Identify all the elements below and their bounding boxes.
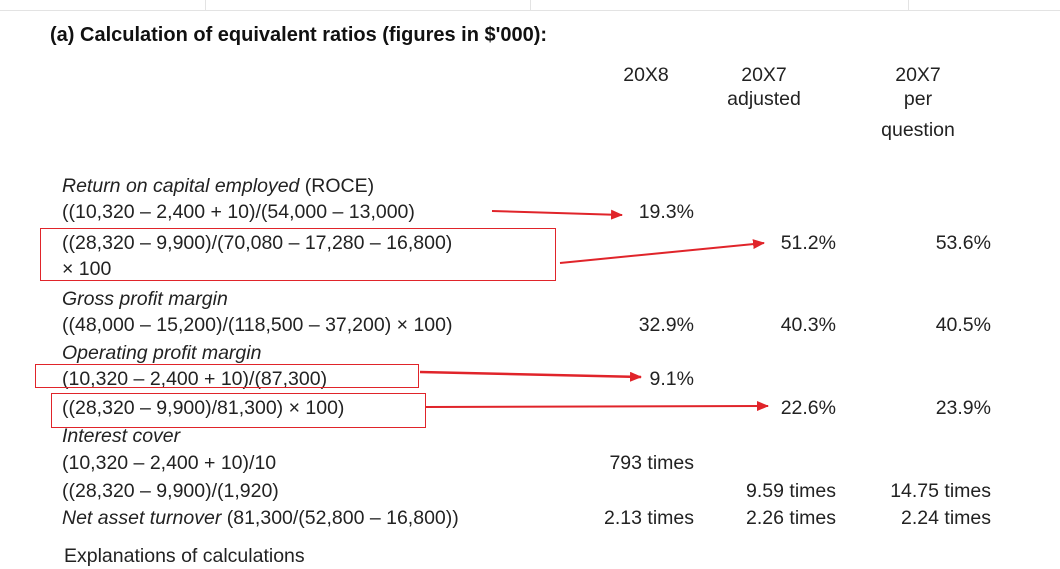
ic-title: Interest cover (62, 425, 181, 447)
gpm-title: Gross profit margin (62, 288, 228, 310)
roce-value-20x7-adjusted: 51.2% (780, 232, 836, 254)
nat-value-20x7-adjusted: 2.26 times (746, 507, 836, 529)
opm-value-20x8: 9.1% (649, 368, 694, 390)
col-header-20x7-question-line1: 20X7 (895, 64, 941, 86)
arrow-roce-20x7 (559, 239, 765, 264)
col-header-20x7-question-line2: per (903, 88, 933, 110)
opm-value-20x7-adjusted: 22.6% (780, 397, 836, 419)
roce-highlight-box (40, 228, 556, 281)
explanations-heading: Explanations of calculations (64, 545, 305, 567)
col-header-20x8: 20X8 (623, 64, 669, 86)
opm-formula-20x7: ((28,320 – 9,900)/81,300) × 100) (62, 397, 345, 419)
roce-title-italic: Return on capital employed (62, 175, 300, 197)
opm-value-20x7-question: 23.9% (935, 397, 991, 419)
roce-value-20x7-question: 53.6% (935, 232, 991, 254)
roce-title-abbrev: (ROCE) (299, 175, 375, 197)
nat-title-italic: Net asset turnover (62, 507, 222, 529)
opm-formula-20x8: (10,320 – 2,400 + 10)/(87,300) (62, 368, 328, 390)
arrow-opm-20x7 (425, 401, 769, 412)
nat-value-20x7-question: 2.24 times (901, 507, 991, 529)
nat-formula: (81,300/(52,800 – 16,800)) (221, 507, 459, 529)
ic-value-20x7-adjusted: 9.59 times (746, 480, 836, 502)
roce-formula-20x7-cont: × 100 (62, 258, 112, 280)
top-toolbar-strip (0, 0, 1060, 11)
gpm-formula: ((48,000 – 15,200)/(118,500 – 37,200) × … (62, 314, 453, 336)
col-header-20x7-adjusted-line2: adjusted (727, 88, 801, 110)
gpm-value-20x7-question: 40.5% (935, 314, 991, 336)
opm-title: Operating profit margin (62, 342, 262, 364)
roce-value-20x8: 19.3% (638, 201, 694, 223)
gpm-value-20x8: 32.9% (638, 314, 694, 336)
toolbar-divider (908, 0, 909, 10)
section-heading: (a) Calculation of equivalent ratios (fi… (50, 24, 548, 46)
ic-formula-20x7: ((28,320 – 9,900)/(1,920) (62, 480, 279, 502)
ic-value-20x8: 793 times (609, 452, 694, 474)
opm-20x8-highlight-box (35, 364, 419, 388)
ic-value-20x7-question: 14.75 times (890, 480, 991, 502)
opm-20x7-highlight-box (51, 393, 426, 428)
ic-formula-20x8: (10,320 – 2,400 + 10)/10 (62, 452, 277, 474)
nat-title: Net asset turnover (81,300/(52,800 – 16,… (62, 506, 459, 530)
toolbar-divider (530, 0, 531, 10)
col-header-20x7-question-line3: question (881, 119, 955, 141)
roce-formula-20x8: ((10,320 – 2,400 + 10)/(54,000 – 13,000) (62, 201, 415, 223)
col-header-20x7-adjusted-line1: 20X7 (741, 64, 787, 86)
roce-formula-20x7: ((28,320 – 9,900)/(70,080 – 17,280 – 16,… (62, 232, 453, 254)
toolbar-divider (205, 0, 206, 10)
gpm-value-20x7-adjusted: 40.3% (780, 314, 836, 336)
nat-value-20x8: 2.13 times (604, 507, 694, 529)
roce-title: Return on capital employed (ROCE) (62, 174, 374, 198)
